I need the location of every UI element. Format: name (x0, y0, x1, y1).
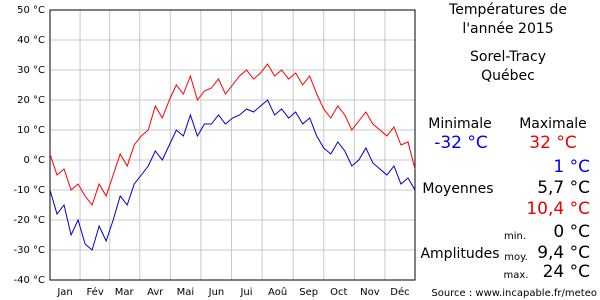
title: Températures de (448, 2, 567, 18)
x-tick-label: Oct (330, 287, 347, 298)
stat-header: Moyennes (422, 181, 493, 197)
stat-label: min. (504, 231, 526, 242)
x-tick-label: Mai (177, 287, 195, 298)
x-tick-label: Nov (360, 287, 380, 298)
y-tick-label: -10 °C (14, 185, 46, 196)
y-tick-label: 20 °C (17, 95, 45, 106)
stat-header: Amplitudes (420, 246, 499, 262)
source: Source : www.incapable.fr/meteo (431, 288, 597, 299)
y-tick-label: 40 °C (17, 35, 45, 46)
x-tick-label: Avr (147, 287, 164, 298)
temperature-line (49, 99, 416, 251)
stat-value: 5,7 °C (537, 178, 590, 198)
stat-header: Maximale (519, 116, 587, 132)
x-tick-label: Jan (56, 287, 72, 298)
stat-value: 9,4 °C (537, 243, 590, 263)
x-tick-label: Jun (208, 287, 225, 298)
stat-header: Minimale (428, 116, 491, 132)
stat-value: 10,4 °C (526, 199, 590, 219)
y-tick-label: 50 °C (17, 5, 45, 16)
x-tick-label: Sep (299, 287, 318, 298)
y-tick-label: 10 °C (17, 125, 45, 136)
plot-frame (49, 9, 416, 281)
y-tick-label: -30 °C (14, 245, 46, 256)
x-tick-label: Aoû (268, 286, 287, 298)
x-tick-label: Mar (115, 287, 135, 298)
title: l'année 2015 (462, 21, 553, 37)
stat-value: -32 °C (434, 133, 488, 153)
stat-value: 1 °C (553, 157, 590, 177)
stat-label: max. (504, 270, 529, 281)
temperature-line (49, 63, 416, 207)
y-tick-label: 0 °C (23, 155, 45, 166)
stat-value: 0 °C (553, 222, 590, 242)
y-tick-label: -20 °C (14, 215, 46, 226)
stat-value: 24 °C (543, 262, 590, 282)
stat-label: moy. (504, 252, 528, 263)
x-tick-label: Jui (239, 287, 252, 298)
subtitle: Sorel-Tracy (470, 49, 546, 65)
stat-value: 32 °C (529, 133, 576, 153)
subtitle: Québec (481, 68, 535, 84)
x-tick-label: Fév (86, 286, 103, 298)
y-tick-label: 30 °C (17, 65, 45, 76)
x-tick-label: Déc (390, 286, 409, 298)
y-tick-label: -40 °C (14, 275, 46, 286)
